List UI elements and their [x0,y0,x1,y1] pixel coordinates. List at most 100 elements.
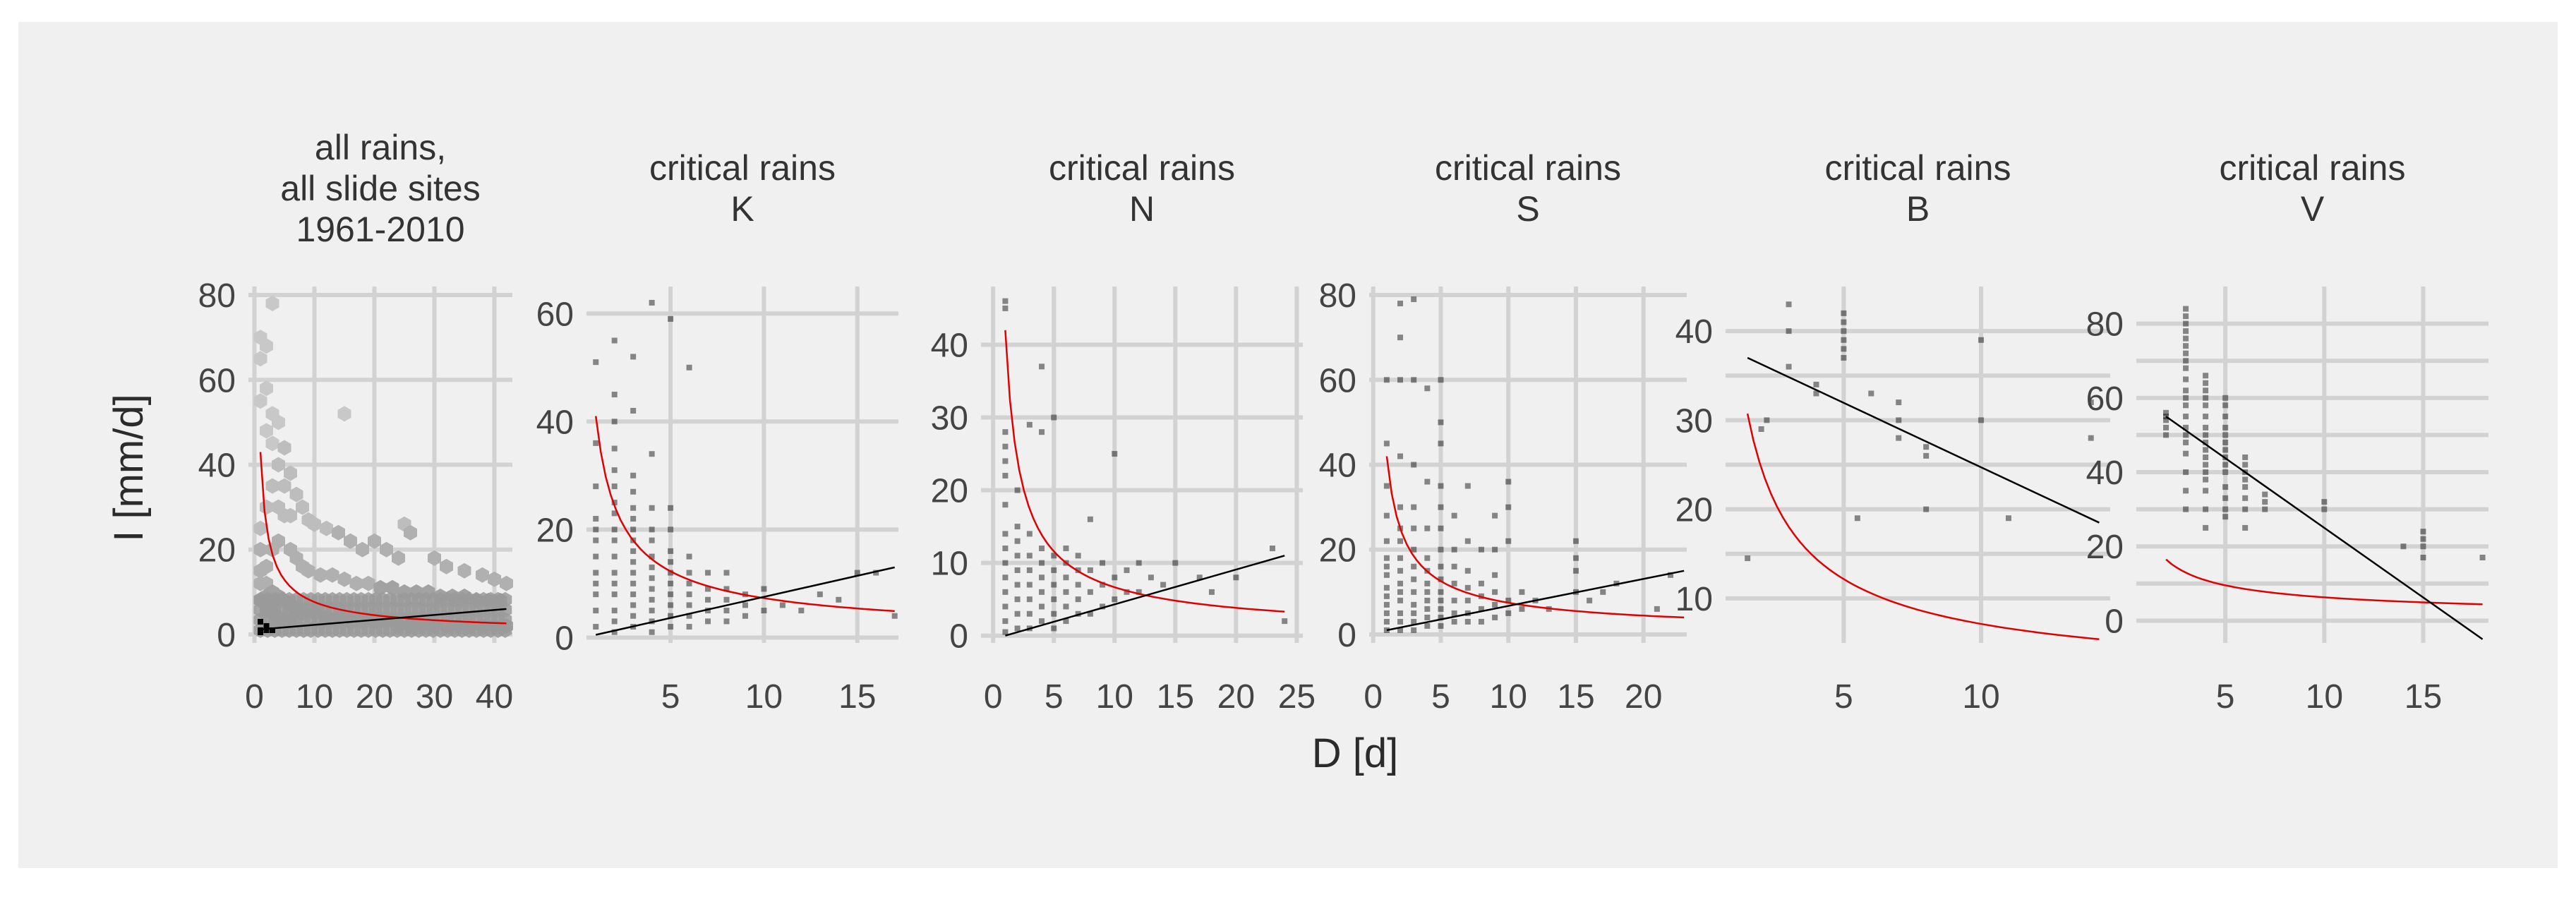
hexbin-cell [428,550,441,566]
data-point [668,591,674,598]
data-point [1424,589,1431,595]
data-point [1464,567,1471,574]
data-point [2203,524,2209,531]
x-tick-label: 5 [661,678,680,716]
data-point [1978,337,1985,343]
data-point [630,602,637,608]
data-point [761,608,767,614]
hexbin-cell [380,541,393,558]
data-point [1438,563,1444,570]
data-point [2420,536,2426,542]
data-point [1397,377,1404,383]
data-point [2183,376,2189,383]
data-point [1383,512,1390,519]
data-point [1411,504,1417,510]
data-point [1424,555,1431,561]
data-point [2183,450,2189,457]
data-point [611,608,618,614]
panel-title-line: 1961-2010 [296,210,464,249]
data-point [2163,432,2169,438]
y-tick-label: 0 [217,617,236,654]
data-point [649,586,655,592]
data-point [723,618,730,625]
data-point [1100,582,1106,588]
data-point [2262,506,2268,512]
threshold-curve [1004,330,1285,613]
data-point [2183,328,2189,335]
hexbin-cell [488,571,501,587]
data-point [630,559,637,565]
data-point [1841,328,1847,335]
data-point [1411,627,1417,633]
regression-line [1747,356,2100,524]
data-point [649,564,655,570]
hexbin-cell [272,414,285,431]
data-point [593,537,599,543]
data-point [1002,589,1009,595]
data-point [1112,574,1118,581]
y-tick-label: 40 [536,404,574,441]
data-point [1100,560,1106,566]
regression-line [1005,555,1285,637]
data-point [1383,555,1390,561]
data-point [593,440,599,446]
data-point [668,559,674,565]
x-tick-label: 0 [245,678,264,716]
data-point [1505,538,1512,544]
data-point [1411,525,1417,531]
data-point [1051,610,1057,617]
data-point [2203,395,2209,401]
x-tick-label: 10 [296,678,333,716]
data-point [668,548,674,554]
data-point [1383,593,1390,599]
x-tick-label: 15 [2405,678,2442,716]
data-point [1411,618,1417,625]
data-point [817,591,823,598]
data-point [1868,390,1874,397]
data-point [2242,476,2249,483]
data-point [2242,506,2249,512]
data-point [1397,453,1404,459]
hexbin-cell [296,499,309,515]
data-point [705,618,711,625]
y-tick-label: 10 [1675,581,1713,618]
data-point [2183,414,2189,420]
x-tick-label: 10 [1490,678,1527,716]
data-point [1014,610,1021,617]
data-point [1063,574,1069,581]
data-point [1841,337,1847,343]
data-point [649,537,655,543]
data-point [611,580,618,586]
data-point [2163,424,2169,431]
panel-title-line: S [1516,189,1539,229]
hexbin-cell [337,406,351,422]
panel-title-line: V [2301,189,2325,229]
hexbin-cell [500,575,513,591]
data-point [1438,589,1444,595]
data-point [891,613,898,619]
hexbin-cell [260,380,273,397]
x-tick-label: 5 [1045,678,1064,716]
hexbin-cell [253,351,267,367]
data-point [779,602,786,608]
x-tick-label: 10 [1962,678,1999,716]
y-tick-label: 40 [198,447,236,485]
data-point [649,608,655,614]
data-point [1136,560,1142,566]
data-point [1112,451,1118,457]
data-point [2321,506,2328,512]
data-point [668,570,674,576]
y-tick-label: 30 [931,400,968,438]
data-point [1002,472,1009,478]
data-point [1383,538,1390,544]
hexbin-cell [457,562,471,579]
data-point [1383,610,1390,616]
regression-line [260,608,507,631]
data-point [2183,313,2189,320]
hexbin-cell [277,507,291,524]
data-point [1411,296,1417,303]
data-point [2203,476,2209,483]
data-point [723,586,730,592]
hexbin-cell [265,478,279,494]
data-point [1786,301,1792,308]
